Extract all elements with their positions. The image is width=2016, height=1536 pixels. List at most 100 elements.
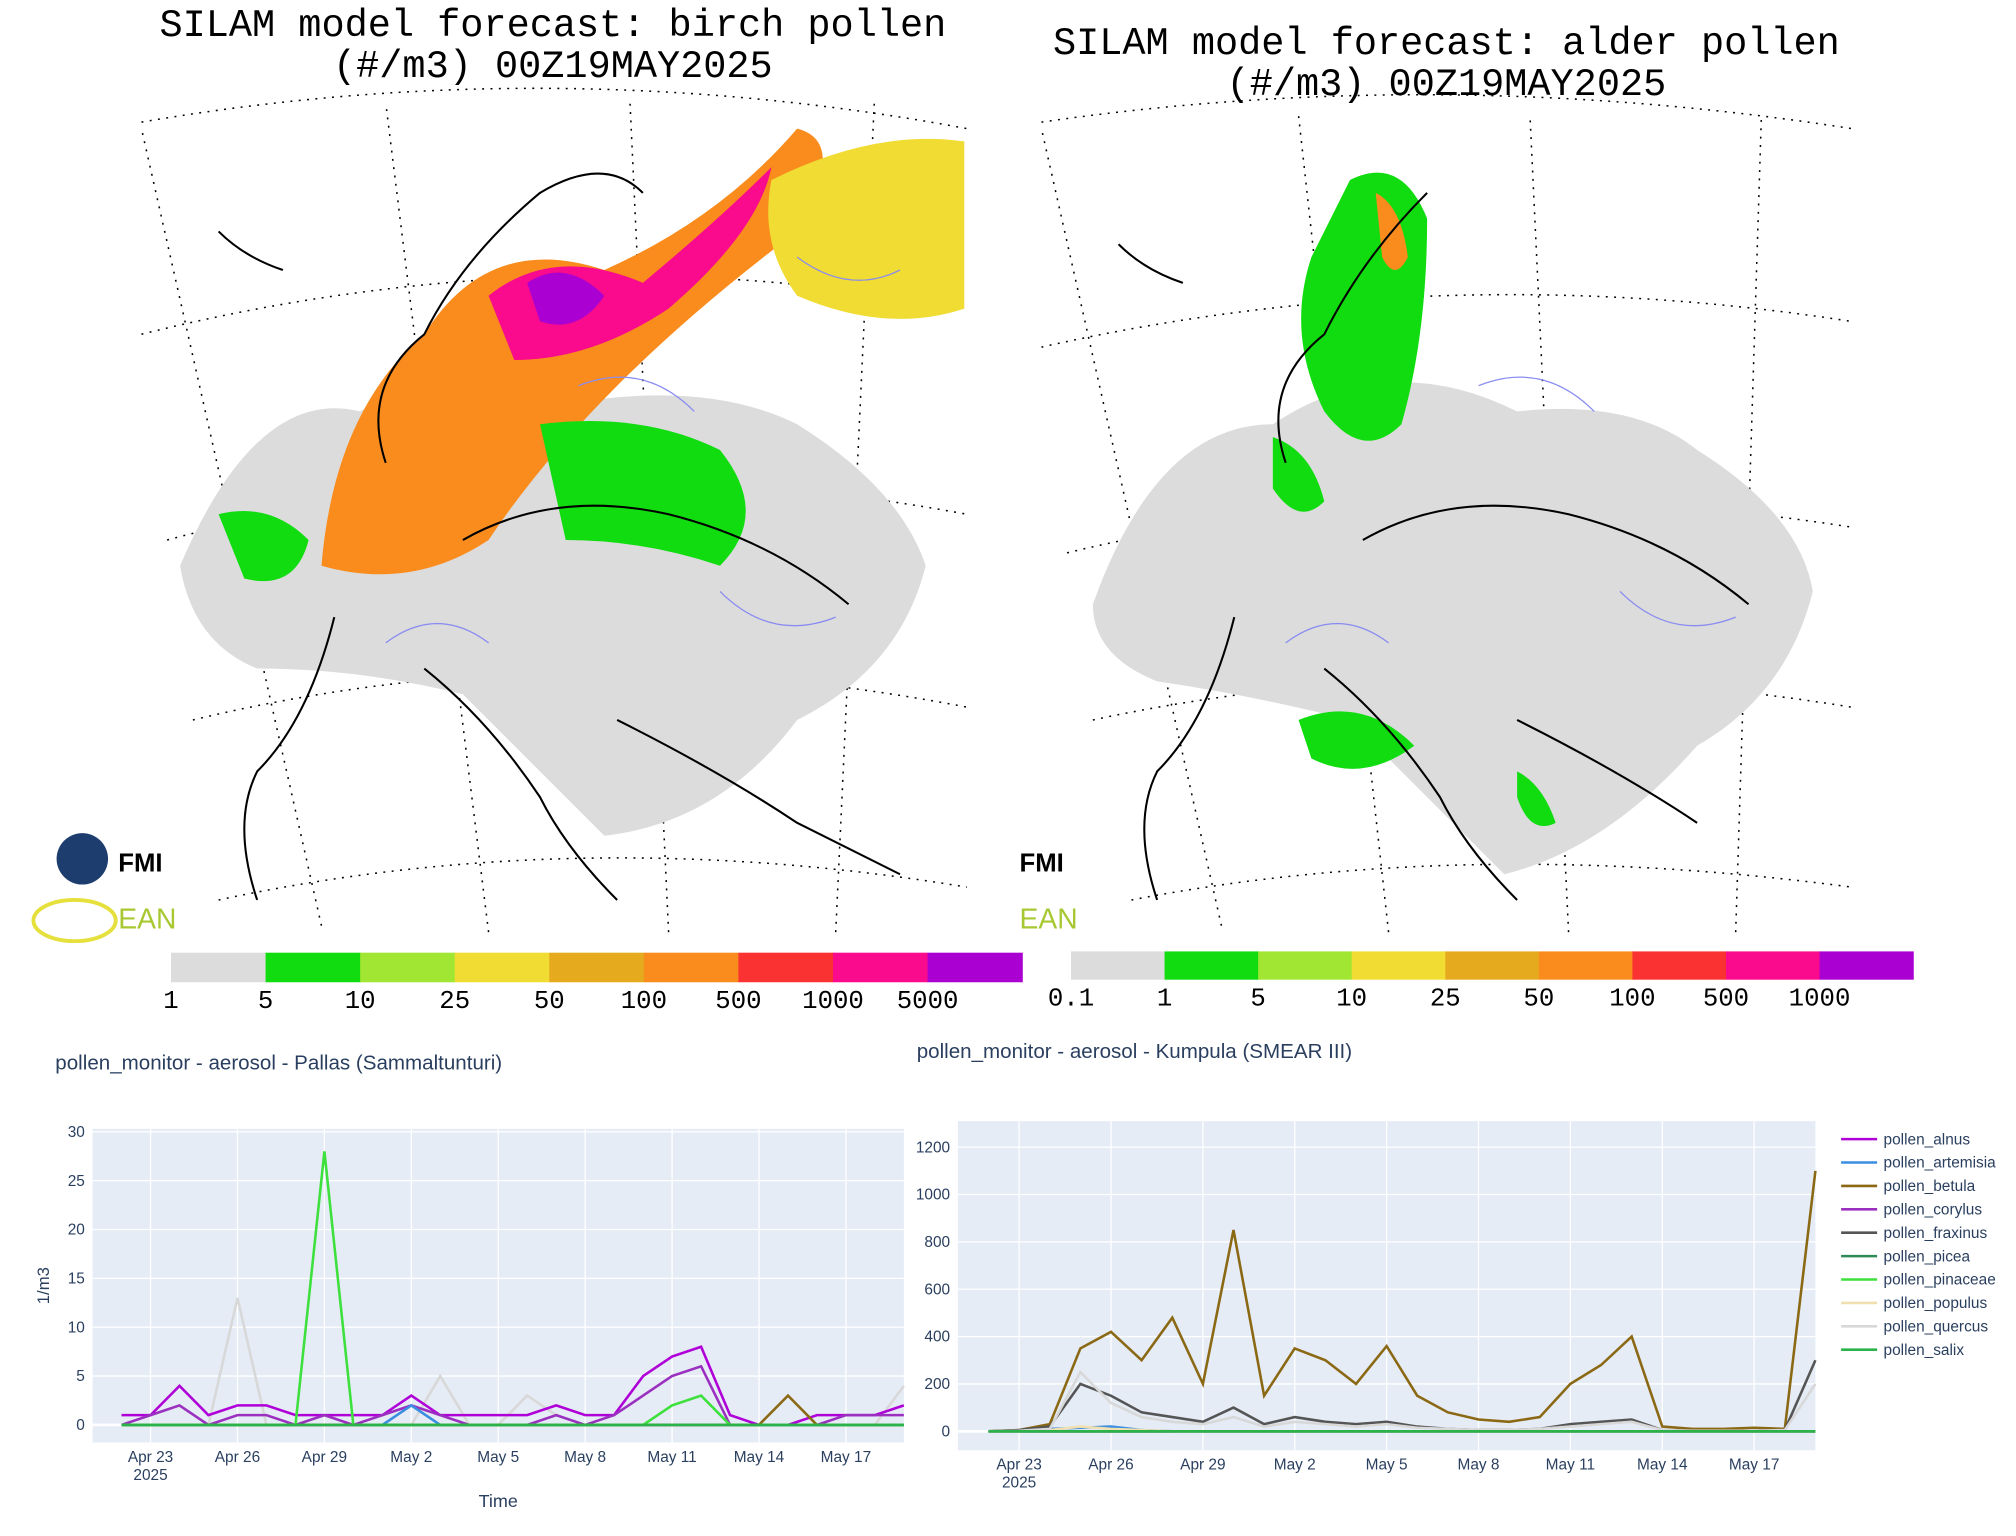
colorbar-label: 500 [1703,984,1749,1013]
y-tick-label: 10 [68,1319,85,1336]
land-shade [1092,382,1813,875]
y-tick-label: 15 [68,1270,85,1287]
y-tick-label: 1200 [916,1139,950,1156]
colorbar-label: 10 [345,987,376,1016]
ean-logo [31,898,118,944]
legend-label: pollen_picea [1884,1248,1971,1265]
legend-label: pollen_alnus [1884,1131,1971,1148]
x-tick-label: May 14 [734,1449,785,1466]
y-tick-label: 25 [68,1173,85,1190]
colorbar-swatch [1632,951,1727,980]
x-tick-label: Apr 29 [302,1449,347,1466]
colorbar-label: 25 [439,987,470,1016]
legend-label: pollen_pinaceae [1884,1272,1996,1289]
x-tick-label: Apr 23 [996,1457,1041,1474]
x-tick-label: May 2 [390,1449,432,1466]
x-tick-label: May 17 [1729,1457,1780,1474]
colorbar-swatch [1819,951,1914,980]
x-tick-label: May 17 [821,1449,872,1466]
colorbar-label: 25 [1430,984,1461,1013]
colorbar-label: 50 [534,987,565,1016]
colorbar-swatch [1164,951,1259,980]
line-chart: pollen_monitor - aerosol - Kumpula (SMEA… [916,1040,1996,1491]
colorbar-swatch [1538,951,1634,980]
colorbar-label: 1000 [1789,984,1851,1013]
y-axis-title: 1/m3 [34,1267,53,1304]
colorbar-label: 100 [621,987,667,1016]
colorbar-swatch [549,952,645,983]
colorbar-label: 100 [1609,984,1655,1013]
chart-title: pollen_monitor - aerosol - Pallas (Samma… [55,1052,502,1075]
colorbar-label: 5 [258,987,273,1016]
map-title: (#/m3) 00Z19MAY2025 [333,45,773,89]
colorbar-swatch [360,952,456,983]
x-tick-label: May 14 [1637,1457,1688,1474]
y-tick-label: 400 [924,1329,950,1346]
colorbar-swatch [833,952,929,983]
colorbar-label: 5000 [897,987,959,1016]
colorbar-swatch [1725,951,1821,980]
legend-label: pollen_corylus [1884,1201,1983,1218]
legend-label: pollen_fraxinus [1884,1225,1988,1242]
x-tick-label: May 11 [647,1449,696,1466]
coastline [1117,192,1750,901]
pollen-area [527,272,605,325]
colorbar-swatch [1070,951,1166,980]
colorbar-swatch [265,952,361,983]
logo-text: FMI [118,850,162,878]
colorbar-swatch [1445,951,1540,980]
x-tick-label: May 8 [564,1449,606,1466]
y-tick-label: 0 [76,1417,85,1434]
map-title: SILAM model forecast: alder pollen [1053,22,1840,66]
logo-text: FMI [1020,850,1064,878]
legend-label: pollen_salix [1884,1342,1965,1359]
colorbar-swatch [927,952,1023,983]
colorbar-label: 10 [1336,984,1367,1013]
pollen-area [768,138,965,319]
y-tick-label: 200 [924,1376,950,1393]
y-tick-label: 1000 [916,1187,950,1204]
x-tick-label: May 2 [1274,1457,1316,1474]
pollen-area [218,421,746,582]
chart-title: pollen_monitor - aerosol - Kumpula (SMEA… [917,1040,1352,1063]
colorbar-label: 1 [163,987,178,1016]
pollen-area [1272,172,1556,827]
x-tick-label: Apr 26 [1088,1457,1133,1474]
colorbar-swatch [643,952,740,983]
colorbar-label: 50 [1523,984,1554,1013]
alder-map [1040,93,1852,933]
x-tick-year: 2025 [133,1467,167,1484]
colorbar-label: 1 [1157,984,1172,1013]
colorbar-swatch [454,952,550,983]
coastline [217,172,901,901]
x-axis-title: Time [479,1491,518,1511]
fmi-logo [56,833,109,885]
map-title: (#/m3) 00Z19MAY2025 [1227,63,1667,107]
y-tick-label: 30 [68,1124,85,1141]
logo-text: EAN [1020,902,1078,934]
x-tick-label: Apr 23 [128,1449,173,1466]
river [385,256,901,644]
y-tick-label: 800 [924,1234,950,1251]
logo-text: EAN [118,902,176,934]
y-tick-label: 0 [942,1423,951,1440]
series-line [988,1170,1817,1433]
colorbar-label: 500 [715,987,761,1016]
colorbar-swatch [1351,951,1446,980]
colorbar-label: 1000 [802,987,864,1016]
y-tick-label: 20 [68,1222,85,1239]
x-tick-year: 2025 [1002,1475,1036,1492]
colorbar-swatch [171,952,267,983]
x-tick-label: May 5 [1366,1457,1408,1474]
legend-label: pollen_betula [1884,1178,1976,1195]
birch-map [31,87,968,944]
x-tick-label: May 11 [1546,1457,1595,1474]
x-tick-label: May 5 [477,1449,519,1466]
colorbar-label: 5 [1250,984,1265,1013]
x-tick-label: Apr 26 [215,1449,260,1466]
legend-label: pollen_artemisia [1884,1155,1997,1172]
line-chart: pollen_monitor - aerosol - Pallas (Samma… [34,1052,905,1511]
x-tick-label: Apr 29 [1180,1457,1225,1474]
map-title: SILAM model forecast: birch pollen [159,4,946,48]
